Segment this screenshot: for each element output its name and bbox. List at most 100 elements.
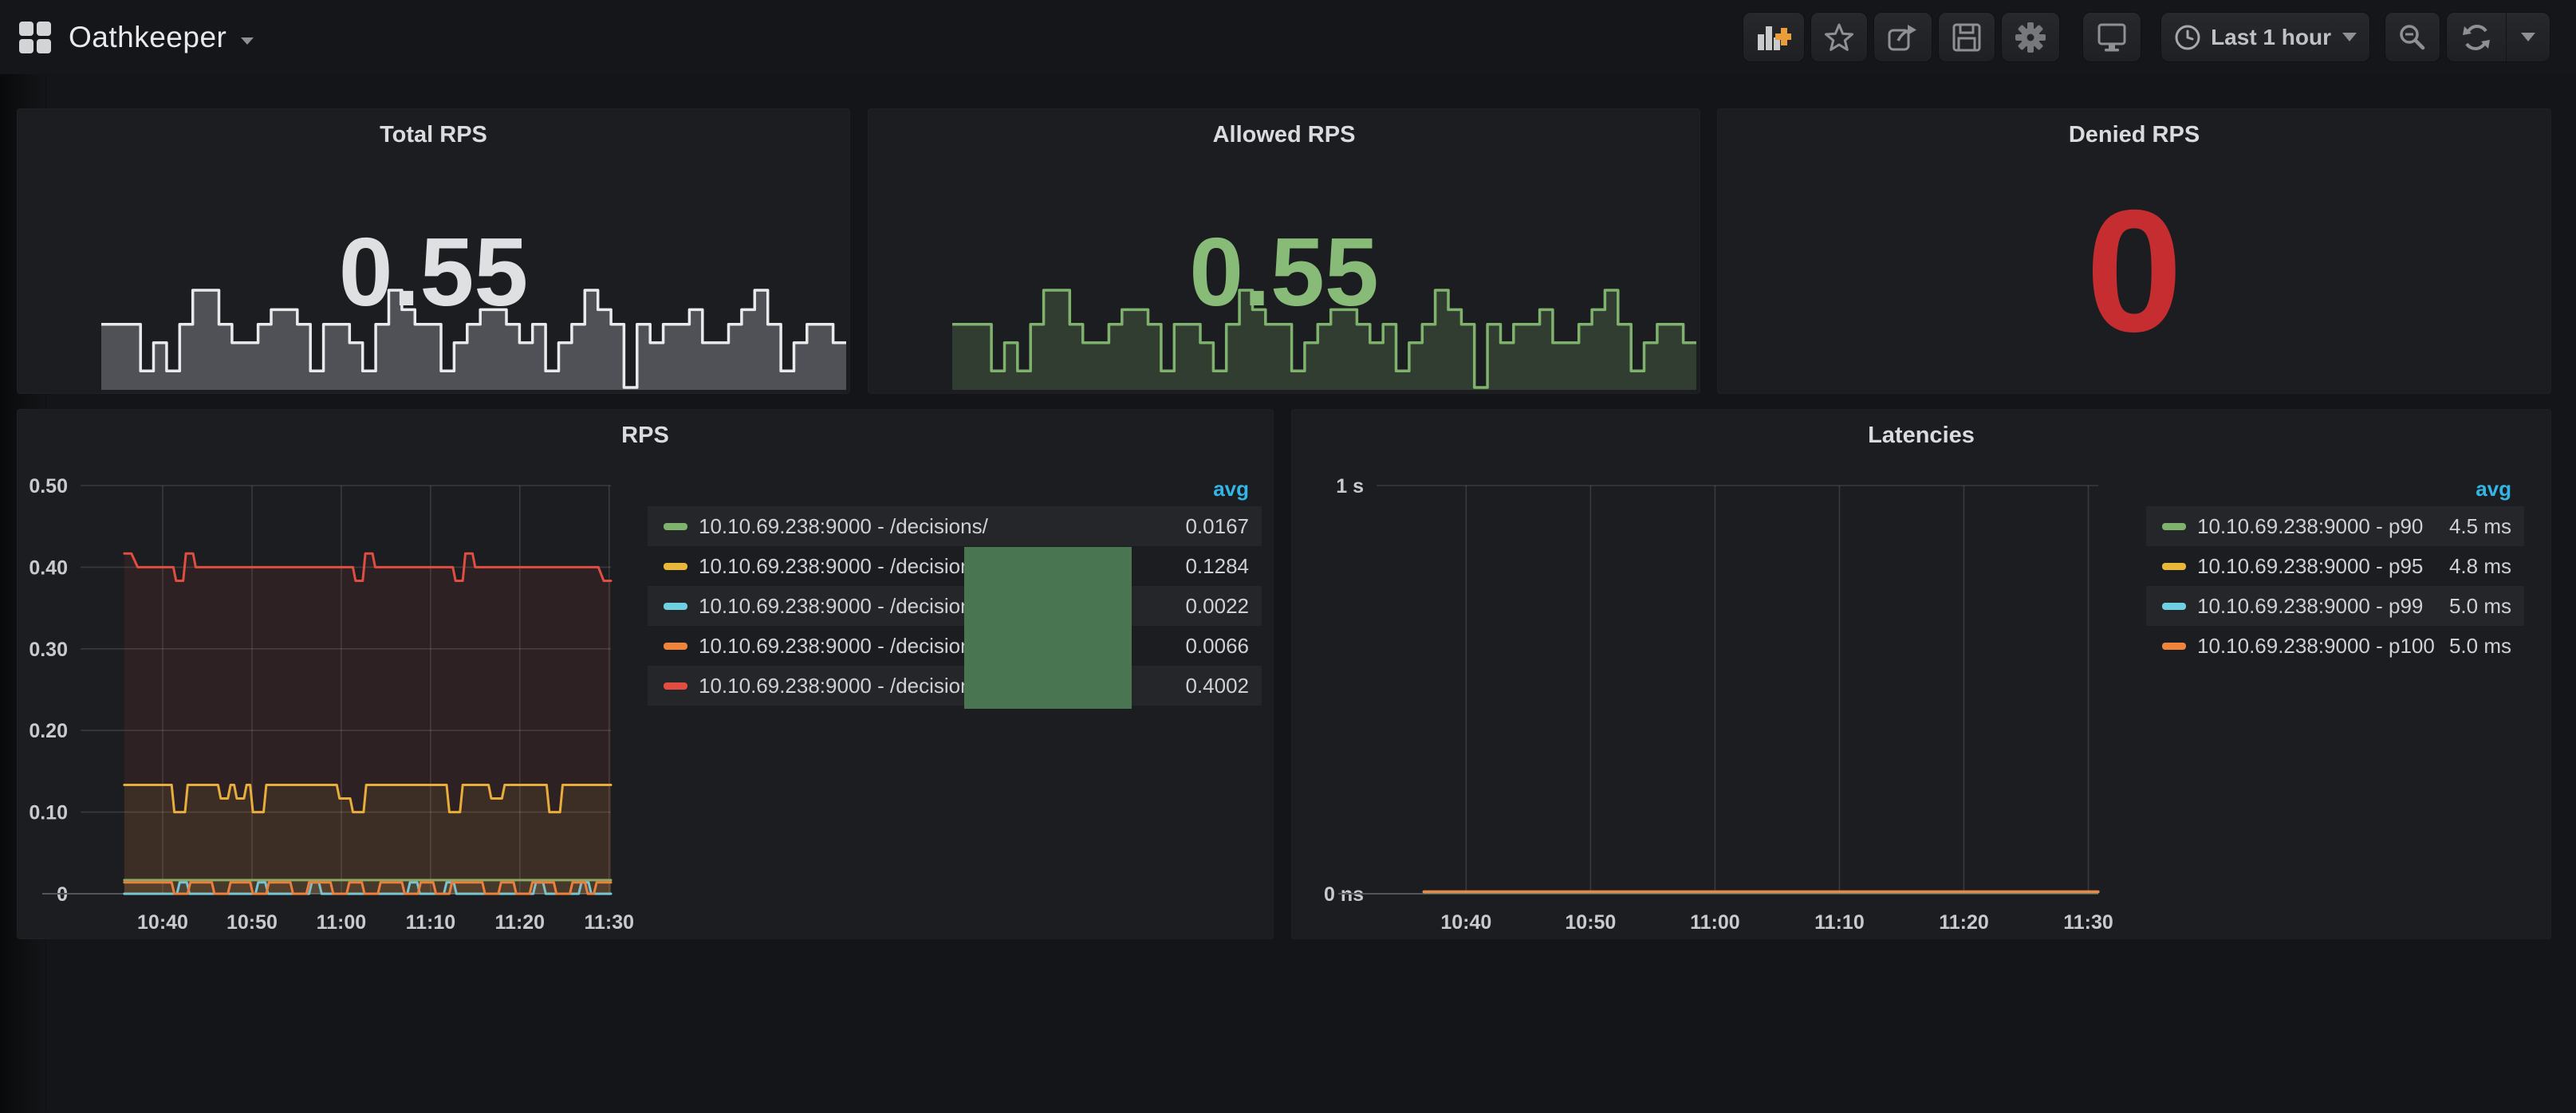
series-avg-value: 0.1284 bbox=[1185, 553, 1249, 578]
add-panel-button[interactable] bbox=[1743, 12, 1806, 62]
refresh-icon bbox=[2463, 24, 2490, 50]
svg-text:0.20: 0.20 bbox=[29, 720, 68, 742]
svg-text:0.40: 0.40 bbox=[29, 556, 68, 579]
svg-text:11:30: 11:30 bbox=[2063, 911, 2113, 934]
top-navbar: Oathkeeper bbox=[0, 0, 2576, 74]
panel-rps-graph: RPS avg 10.10.69.238:9000 - /decisions/0.… bbox=[17, 409, 1274, 939]
series-name: 10.10.69.238:9000 - p95 bbox=[2197, 553, 2424, 578]
share-button[interactable] bbox=[1873, 12, 1933, 62]
series-color-swatch-icon[interactable] bbox=[664, 682, 687, 690]
svg-text:11:10: 11:10 bbox=[1814, 911, 1865, 934]
legend-avg-header: avg bbox=[1213, 477, 1249, 501]
refresh-button[interactable] bbox=[2447, 13, 2506, 61]
legend-row[interactable]: 10.10.69.238:9000 - /decisions/0.0066 bbox=[648, 626, 1262, 666]
series-avg-value: 0.0066 bbox=[1185, 633, 1249, 658]
svg-text:1 s: 1 s bbox=[1336, 475, 1364, 498]
series-color-swatch-icon[interactable] bbox=[2162, 522, 2186, 530]
zoom-out-button[interactable] bbox=[2385, 12, 2440, 62]
series-color-swatch-icon[interactable] bbox=[664, 522, 687, 530]
bar-chart-plus-icon bbox=[1758, 26, 1792, 50]
legend-row[interactable]: 10.10.69.238:9000 - /decisions/0.1284 bbox=[648, 546, 1262, 586]
svg-text:11:00: 11:00 bbox=[317, 911, 367, 934]
svg-text:10:50: 10:50 bbox=[1565, 911, 1616, 934]
settings-button[interactable] bbox=[2001, 12, 2061, 62]
chevron-down-icon bbox=[2521, 33, 2535, 41]
series-name: 10.10.69.238:9000 - p90 bbox=[2197, 513, 2424, 538]
series-avg-value: 4.5 ms bbox=[2448, 513, 2511, 538]
series-name: 10.10.69.238:9000 - /decisions/ bbox=[699, 673, 988, 698]
magnifier-minus-icon bbox=[2400, 24, 2425, 49]
series-avg-value: 0.4002 bbox=[1185, 673, 1249, 698]
series-color-swatch-icon[interactable] bbox=[2162, 562, 2186, 570]
series-name: 10.10.69.238:9000 - /decisions/ bbox=[699, 513, 988, 538]
chevron-down-icon bbox=[2342, 33, 2357, 41]
series-avg-value: 0.0022 bbox=[1185, 593, 1249, 618]
svg-text:0.30: 0.30 bbox=[29, 639, 68, 661]
legend-row[interactable]: 10.10.69.238:9000 - /decisions/0.0022 bbox=[648, 586, 1262, 626]
time-range-label: Last 1 hour bbox=[2211, 24, 2331, 49]
svg-text:0.50: 0.50 bbox=[29, 475, 68, 498]
series-name: 10.10.69.238:9000 - /decisions/ bbox=[699, 633, 988, 658]
stat-value: 0 bbox=[2086, 175, 2183, 368]
series-avg-value: 5.0 ms bbox=[2448, 633, 2511, 658]
series-avg-value: 4.8 ms bbox=[2448, 553, 2511, 578]
svg-text:11:30: 11:30 bbox=[584, 911, 634, 934]
rps-legend: avg 10.10.69.238:9000 - /decisions/0.0167… bbox=[648, 477, 1262, 706]
legend-row[interactable]: 10.10.69.238:9000 - p90 4.5 ms bbox=[2146, 506, 2524, 546]
series-color-swatch-icon[interactable] bbox=[2162, 642, 2186, 650]
svg-text:11:10: 11:10 bbox=[406, 911, 456, 934]
panel-denied-rps: Denied RPS 0 bbox=[1717, 108, 2551, 394]
svg-text:10:40: 10:40 bbox=[137, 911, 188, 934]
series-name: 10.10.69.238:9000 - p100 bbox=[2197, 633, 2435, 658]
dashboard-picker[interactable]: Oathkeeper bbox=[19, 0, 254, 74]
svg-text:10:50: 10:50 bbox=[226, 911, 278, 934]
navbar-actions: Last 1 hour bbox=[1743, 12, 2550, 62]
legend-row[interactable]: 10.10.69.238:9000 - p99 5.0 ms bbox=[2146, 586, 2524, 626]
series-color-swatch-icon[interactable] bbox=[664, 642, 687, 650]
time-range-picker[interactable]: Last 1 hour bbox=[2160, 12, 2370, 62]
svg-text:11:00: 11:00 bbox=[1690, 911, 1740, 934]
refresh-group bbox=[2446, 12, 2550, 62]
redaction-overlay bbox=[964, 547, 1132, 709]
series-name: 10.10.69.238:9000 - p99 bbox=[2197, 593, 2424, 618]
gear-icon bbox=[2015, 22, 2046, 53]
panel-title[interactable]: Total RPS bbox=[380, 122, 487, 147]
series-color-swatch-icon[interactable] bbox=[664, 562, 687, 570]
svg-text:10:40: 10:40 bbox=[1440, 911, 1491, 934]
svg-text:0.10: 0.10 bbox=[29, 802, 68, 824]
clock-icon bbox=[2175, 25, 2200, 49]
series-name: 10.10.69.238:9000 - /decisions/ bbox=[699, 553, 988, 578]
panel-title[interactable]: Latencies bbox=[1868, 423, 1975, 448]
series-name: 10.10.69.238:9000 - /decisions/ bbox=[699, 593, 988, 618]
svg-text:11:20: 11:20 bbox=[1939, 911, 1989, 934]
legend-avg-header: avg bbox=[2476, 477, 2511, 501]
panel-title[interactable]: Allowed RPS bbox=[1212, 122, 1356, 147]
legend-row[interactable]: 10.10.69.238:9000 - p95 4.8 ms bbox=[2146, 546, 2524, 586]
save-icon bbox=[1952, 23, 1981, 51]
share-icon bbox=[1888, 24, 1917, 50]
series-color-swatch-icon[interactable] bbox=[664, 602, 687, 610]
series-color-swatch-icon[interactable] bbox=[2162, 602, 2186, 610]
panel-title[interactable]: Denied RPS bbox=[2068, 122, 2200, 147]
star-icon bbox=[1825, 23, 1854, 51]
dashboard-title: Oathkeeper bbox=[69, 20, 227, 53]
legend-row[interactable]: 10.10.69.238:9000 - /decisions/0.4002 bbox=[648, 666, 1262, 706]
series-avg-value: 5.0 ms bbox=[2448, 593, 2511, 618]
legend-row[interactable]: 10.10.69.238:9000 - /decisions/0.0167 bbox=[648, 506, 1262, 546]
favorite-button[interactable] bbox=[1810, 12, 1869, 62]
chevron-down-icon bbox=[241, 37, 254, 45]
cycle-view-mode-button[interactable] bbox=[2082, 12, 2142, 62]
panel-total-rps: Total RPS 0.55 bbox=[17, 108, 850, 394]
total-rps-sparkline bbox=[101, 288, 846, 390]
monitor-icon bbox=[2097, 23, 2126, 51]
svg-text:11:20: 11:20 bbox=[495, 911, 546, 934]
grafana-logo-icon bbox=[19, 21, 51, 53]
panel-title[interactable]: RPS bbox=[621, 423, 669, 448]
legend-row[interactable]: 10.10.69.238:9000 - p100 5.0 ms bbox=[2146, 626, 2524, 666]
series-avg-value: 0.0167 bbox=[1185, 513, 1249, 538]
panel-latencies-graph: Latencies avg 10.10.69.238:9000 - p90 4.5 … bbox=[1291, 409, 2551, 939]
save-button[interactable] bbox=[1938, 12, 1996, 62]
panel-allowed-rps: Allowed RPS 0.55 bbox=[868, 108, 1700, 394]
allowed-rps-sparkline bbox=[952, 288, 1696, 390]
refresh-interval-dropdown[interactable] bbox=[2507, 13, 2550, 61]
